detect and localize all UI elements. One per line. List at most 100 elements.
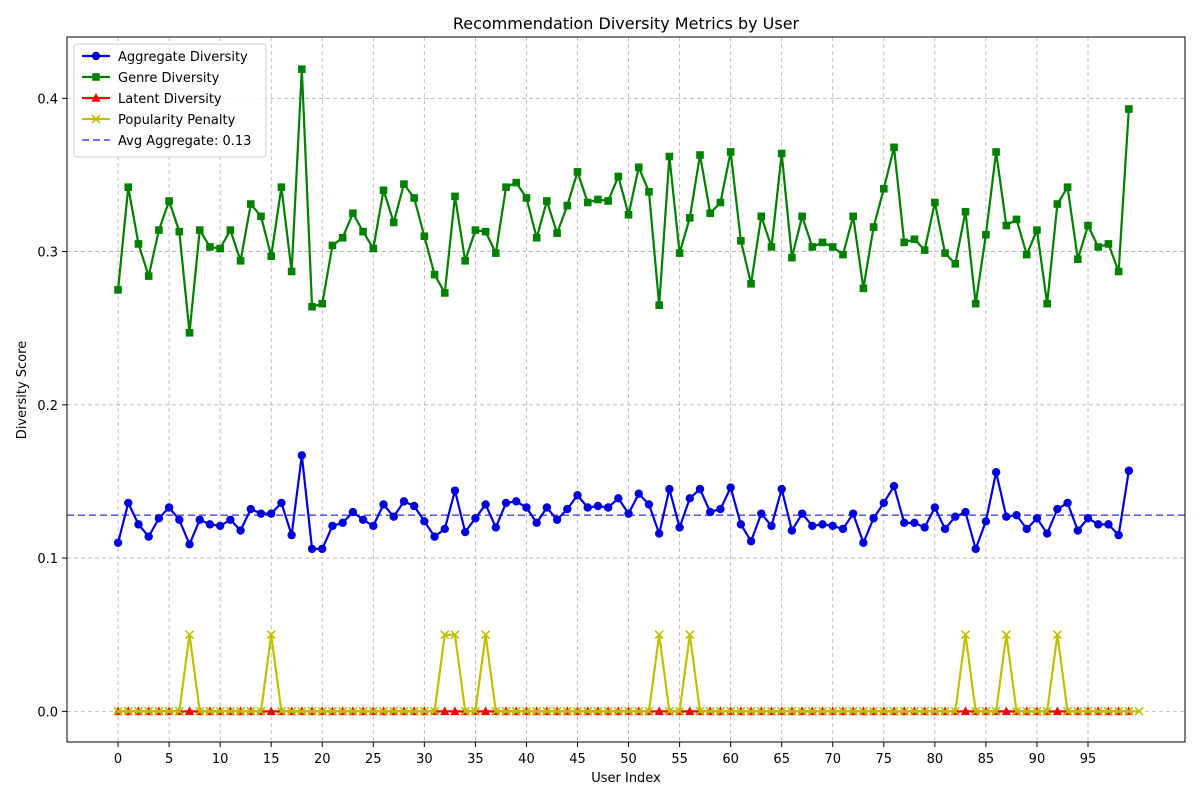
data-point-popularity-penalty	[276, 706, 286, 716]
legend-marker-aggregate-diversity	[91, 51, 101, 61]
data-point-aggregate-diversity	[440, 524, 449, 534]
data-point-genre-diversity	[624, 210, 633, 219]
x-tick-label: 35	[467, 752, 484, 767]
data-point-latent-diversity	[440, 706, 450, 716]
data-point-popularity-penalty	[399, 706, 409, 716]
data-point-aggregate-diversity	[1053, 504, 1062, 514]
data-point-genre-diversity	[430, 270, 439, 279]
data-point-popularity-penalty	[133, 706, 144, 716]
data-point-genre-diversity	[849, 212, 857, 221]
legend-label-latent-diversity: Latent Diversity	[118, 92, 222, 107]
x-tick-label: 5	[165, 752, 173, 767]
data-point-genre-diversity	[379, 186, 388, 195]
data-point-genre-diversity	[134, 240, 143, 248]
data-point-popularity-penalty	[470, 706, 480, 716]
data-point-latent-diversity	[450, 706, 460, 716]
data-point-aggregate-diversity	[512, 497, 521, 506]
data-point-popularity-penalty	[501, 706, 511, 716]
data-point-genre-diversity	[349, 209, 357, 218]
data-point-aggregate-diversity	[1002, 512, 1011, 521]
data-point-aggregate-diversity	[624, 509, 633, 518]
data-point-aggregate-diversity	[838, 524, 848, 534]
data-point-genre-diversity	[788, 253, 796, 262]
data-point-popularity-penalty	[1063, 706, 1073, 716]
data-point-popularity-penalty	[705, 706, 715, 716]
data-point-latent-diversity	[654, 706, 664, 716]
data-point-popularity-penalty	[777, 706, 787, 716]
data-point-popularity-penalty	[491, 706, 501, 716]
data-point-aggregate-diversity	[879, 498, 889, 508]
data-point-popularity-penalty	[287, 706, 297, 716]
data-point-genre-diversity	[971, 299, 980, 308]
data-point-popularity-penalty	[889, 706, 899, 716]
series-line-aggregate-diversity	[116, 454, 1130, 550]
data-point-aggregate-diversity	[563, 504, 572, 514]
data-point-popularity-penalty	[389, 706, 399, 716]
data-point-popularity-penalty	[623, 706, 634, 716]
data-point-popularity-penalty	[521, 706, 532, 716]
data-point-popularity-penalty	[348, 706, 358, 716]
data-point-genre-diversity	[808, 243, 817, 251]
data-point-genre-diversity	[512, 178, 521, 187]
data-point-aggregate-diversity	[797, 509, 807, 518]
data-point-popularity-penalty	[1022, 706, 1032, 716]
x-tick-label: 65	[773, 752, 790, 767]
data-point-aggregate-diversity	[430, 532, 439, 541]
data-point-genre-diversity	[1073, 255, 1082, 264]
data-point-popularity-penalty	[1001, 630, 1011, 640]
data-point-genre-diversity	[338, 233, 347, 242]
data-point-genre-diversity	[1002, 221, 1011, 230]
data-point-popularity-penalty	[174, 706, 184, 716]
data-point-popularity-penalty	[848, 706, 858, 716]
data-point-genre-diversity	[277, 183, 286, 191]
x-tick-label: 85	[978, 752, 995, 767]
data-point-aggregate-diversity	[154, 514, 164, 523]
data-point-popularity-penalty	[368, 706, 378, 716]
data-point-popularity-penalty	[817, 706, 828, 716]
legend-box	[73, 43, 267, 158]
data-point-genre-diversity	[931, 198, 939, 207]
data-point-genre-diversity	[1053, 200, 1062, 208]
data-point-genre-diversity	[532, 233, 541, 242]
data-point-aggregate-diversity	[603, 503, 613, 512]
legend-label-aggregate-diversity: Aggregate Diversity	[118, 50, 248, 65]
data-point-genre-diversity	[287, 267, 296, 276]
data-point-popularity-penalty	[685, 630, 695, 640]
data-point-aggregate-diversity	[379, 500, 388, 509]
data-point-popularity-penalty	[991, 706, 1001, 716]
data-point-aggregate-diversity	[726, 483, 735, 492]
data-point-aggregate-diversity	[175, 515, 184, 524]
data-point-popularity-penalty	[858, 706, 868, 716]
plot-frame	[66, 36, 1186, 743]
x-tick-label: 30	[416, 752, 433, 767]
data-point-popularity-penalty	[869, 706, 879, 716]
data-point-aggregate-diversity	[1094, 520, 1103, 529]
series-aggregate-diversity	[113, 451, 1134, 554]
data-point-popularity-penalty	[532, 706, 542, 716]
data-point-genre-diversity	[726, 148, 735, 156]
data-point-genre-diversity	[900, 238, 909, 247]
data-point-genre-diversity	[890, 143, 898, 152]
data-point-genre-diversity	[634, 163, 643, 172]
data-point-aggregate-diversity	[338, 518, 347, 528]
legend-label-popularity-penalty: Popularity Penalty	[118, 113, 236, 128]
data-point-aggregate-diversity	[205, 520, 215, 529]
data-point-aggregate-diversity	[644, 500, 654, 509]
data-point-popularity-penalty	[909, 706, 919, 716]
data-point-popularity-penalty	[378, 706, 389, 716]
x-tick-label: 45	[569, 752, 586, 767]
data-point-genre-diversity	[359, 227, 367, 236]
data-point-genre-diversity	[451, 192, 459, 201]
data-point-genre-diversity	[481, 227, 490, 236]
data-point-aggregate-diversity	[746, 537, 756, 546]
data-point-aggregate-diversity	[869, 514, 878, 523]
data-point-popularity-penalty	[1011, 706, 1022, 716]
data-point-genre-diversity	[553, 229, 561, 237]
data-point-aggregate-diversity	[940, 524, 950, 534]
data-point-popularity-penalty	[981, 706, 991, 716]
data-point-genre-diversity	[492, 249, 500, 257]
data-point-genre-diversity	[155, 226, 163, 234]
x-tick-label: 80	[927, 752, 944, 767]
data-point-aggregate-diversity	[981, 517, 991, 526]
